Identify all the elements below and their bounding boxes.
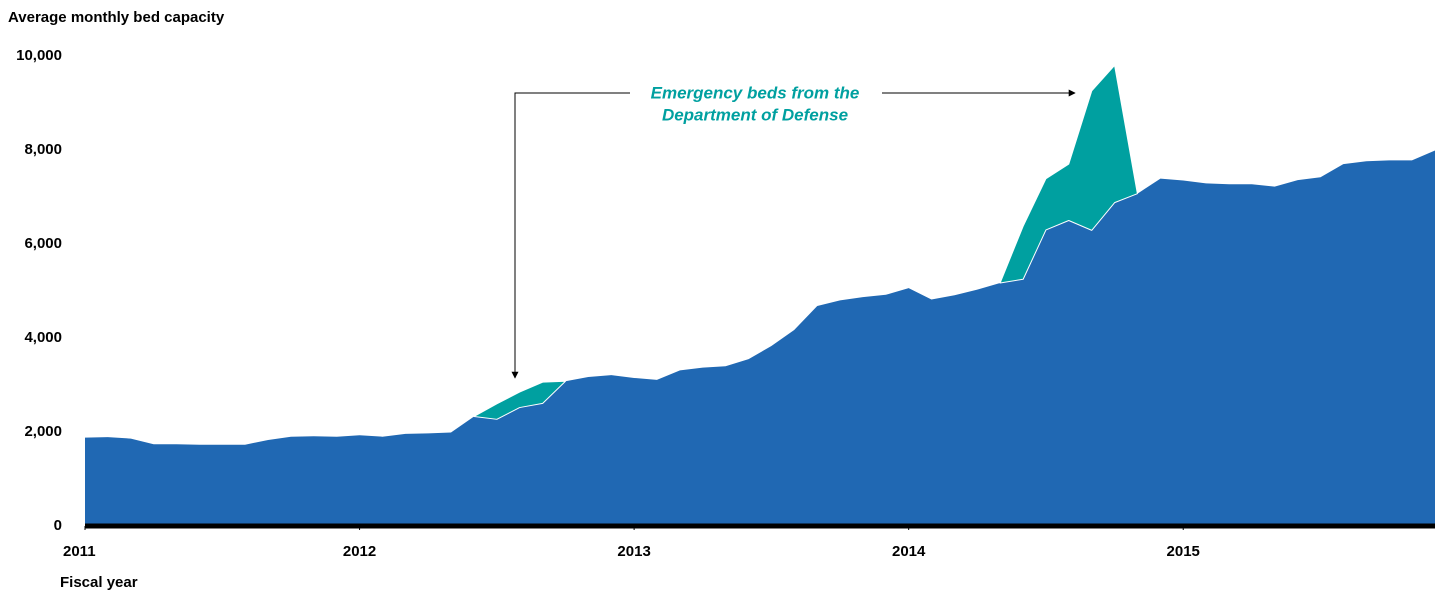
x-tick-label: 2012 — [343, 543, 376, 560]
x-tick-label: 2013 — [617, 543, 650, 560]
area — [473, 64, 1138, 420]
x-tick-label: 2011 — [63, 543, 96, 560]
annotation: Department of Defense — [662, 105, 848, 124]
y-tick-label: 4,000 — [24, 329, 62, 346]
area — [85, 150, 1435, 526]
x-tick-label: 2015 — [1167, 543, 1200, 560]
y-tick-label: 0 — [54, 517, 62, 534]
y-axis-label: Average monthly bed capacity — [8, 9, 225, 26]
y-tick-label: 8,000 — [24, 141, 62, 158]
x-tick-label: 2014 — [892, 543, 926, 560]
y-tick-label: 2,000 — [24, 423, 62, 440]
y-tick-label: 10,000 — [16, 47, 62, 64]
annotation: Emergency beds from the — [651, 83, 860, 102]
arrow — [511, 92, 630, 379]
x-axis-label: Fiscal year — [60, 574, 138, 591]
y-tick-label: 6,000 — [24, 235, 62, 252]
